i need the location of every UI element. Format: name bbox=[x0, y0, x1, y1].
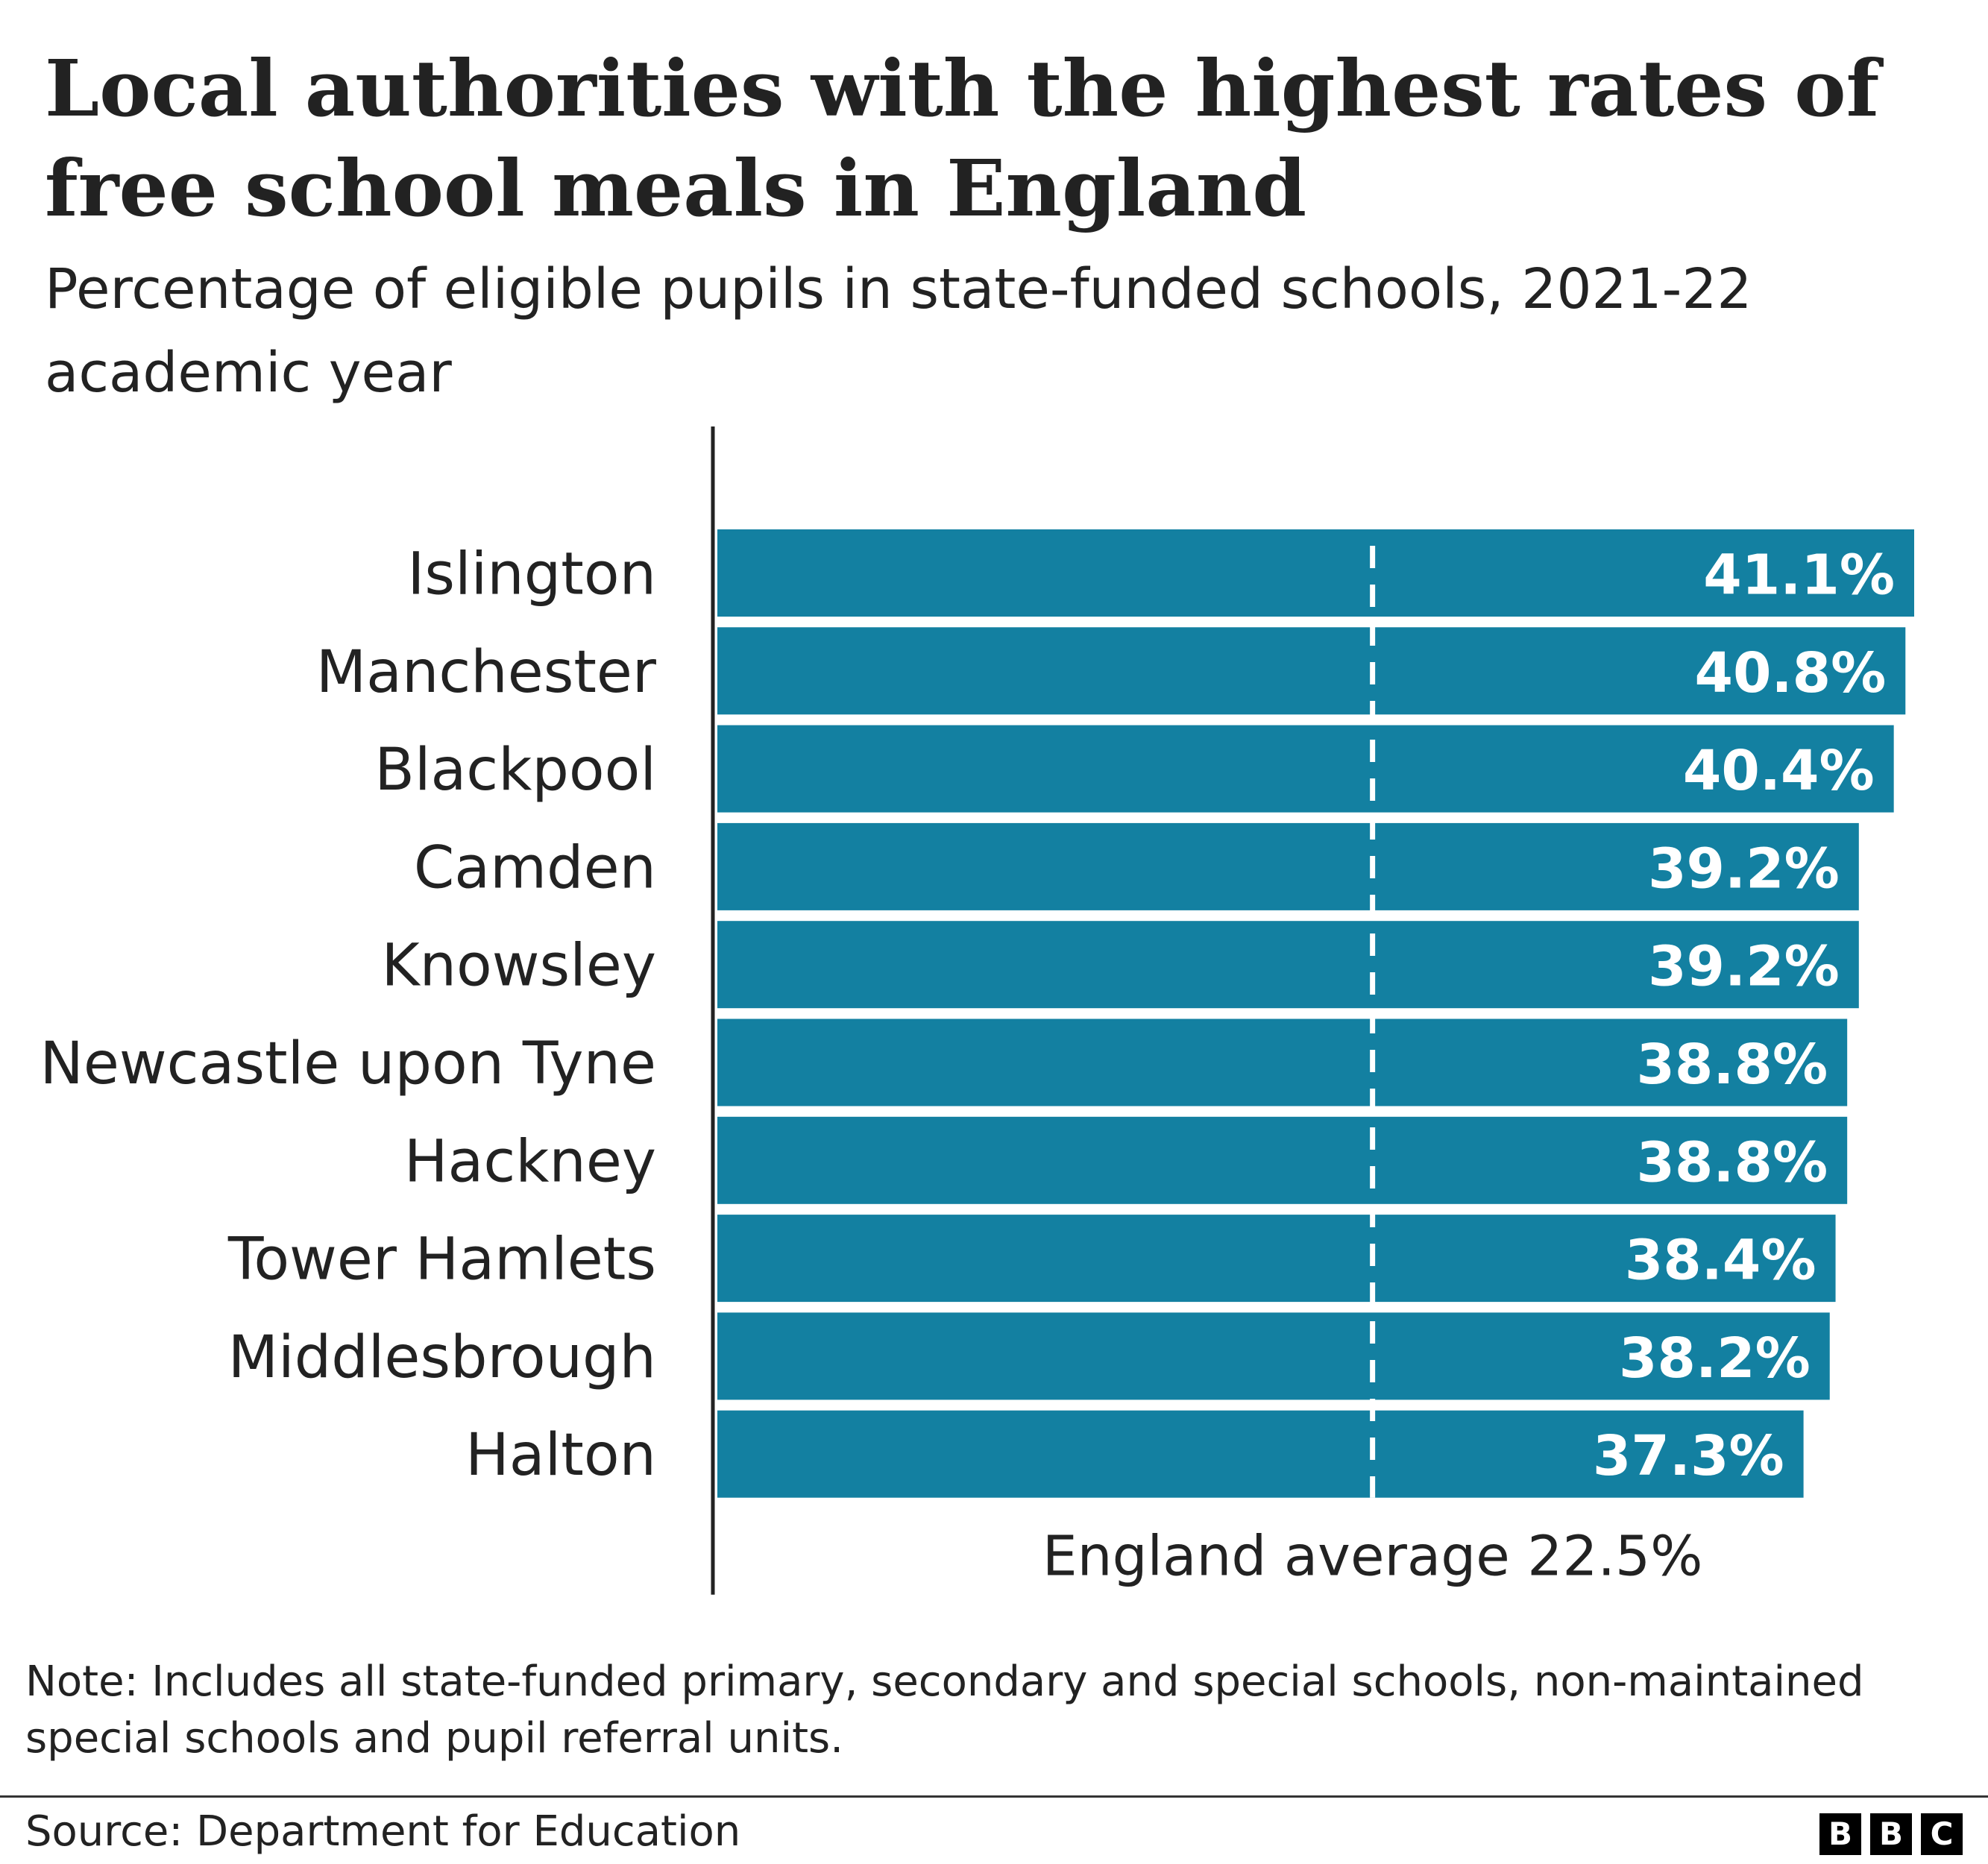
category-label: Blackpool bbox=[374, 737, 656, 804]
chart-title: Local authorities with the highest rates… bbox=[45, 42, 1880, 234]
value-label: 37.3% bbox=[1593, 1424, 1784, 1488]
value-label: 39.2% bbox=[1648, 935, 1840, 999]
source-text: Source: Department for Education bbox=[25, 1807, 741, 1856]
chart-subtitle: Percentage of eligible pupils in state-f… bbox=[45, 257, 1752, 405]
bar bbox=[717, 529, 1914, 617]
value-label: 39.2% bbox=[1648, 837, 1840, 901]
bar-row: Halton 37.3% bbox=[465, 1410, 1804, 1498]
bar bbox=[717, 822, 1859, 910]
category-label: Hackney bbox=[404, 1128, 656, 1195]
value-label: 41.1% bbox=[1703, 544, 1895, 608]
bar-row: Islington 41.1% bbox=[407, 529, 1914, 617]
bar-row: Middlesbrough 38.2% bbox=[228, 1312, 1830, 1400]
bar bbox=[717, 1410, 1804, 1498]
category-label: Islington bbox=[407, 541, 656, 608]
bbc-logo-letter: C bbox=[1921, 1813, 1963, 1855]
category-label: Halton bbox=[465, 1422, 656, 1489]
bar bbox=[717, 1018, 1848, 1106]
category-label: Middlesbrough bbox=[228, 1324, 656, 1391]
bar-row: Knowsley 39.2% bbox=[381, 921, 1859, 1009]
value-label: 38.4% bbox=[1625, 1229, 1816, 1293]
bar bbox=[717, 921, 1859, 1009]
bar bbox=[717, 1312, 1830, 1400]
bar-row: Manchester 40.8% bbox=[316, 627, 1906, 715]
bar-row: Newcastle upon Tyne 38.8% bbox=[40, 1018, 1848, 1106]
bar-row: Camden 39.2% bbox=[414, 822, 1859, 910]
chart-note: Note: Includes all state-funded primary,… bbox=[25, 1657, 1864, 1763]
bar bbox=[717, 627, 1906, 715]
bar bbox=[717, 725, 1894, 813]
category-label: Manchester bbox=[316, 639, 657, 706]
category-label: Camden bbox=[414, 834, 656, 901]
bar bbox=[717, 1116, 1848, 1204]
value-label: 38.2% bbox=[1619, 1326, 1811, 1391]
footer-divider bbox=[0, 1795, 1988, 1798]
bbc-logo-letter: B bbox=[1819, 1813, 1861, 1855]
category-label: Newcastle upon Tyne bbox=[40, 1030, 656, 1098]
category-label: Tower Hamlets bbox=[227, 1227, 656, 1294]
category-label: Knowsley bbox=[381, 933, 656, 1000]
bbc-logo: B B C bbox=[1819, 1813, 1963, 1855]
bbc-logo-letter: B bbox=[1870, 1813, 1912, 1855]
bar-chart: Islington 41.1% Manchester 40.8% Blackpool 40… bbox=[40, 426, 1914, 1595]
value-label: 38.8% bbox=[1636, 1130, 1828, 1194]
bar-row: Hackney 38.8% bbox=[404, 1116, 1848, 1204]
value-label: 40.8% bbox=[1695, 641, 1887, 705]
bar-row: Blackpool 40.4% bbox=[374, 725, 1894, 813]
england-average-label: England average 22.5% bbox=[1042, 1525, 1702, 1589]
bar-row: Tower Hamlets 38.4% bbox=[227, 1215, 1836, 1303]
value-label: 38.8% bbox=[1636, 1033, 1828, 1097]
bar bbox=[717, 1215, 1836, 1303]
bars-group: Islington 41.1% Manchester 40.8% Blackpool 40… bbox=[40, 529, 1914, 1498]
value-label: 40.4% bbox=[1683, 739, 1875, 803]
